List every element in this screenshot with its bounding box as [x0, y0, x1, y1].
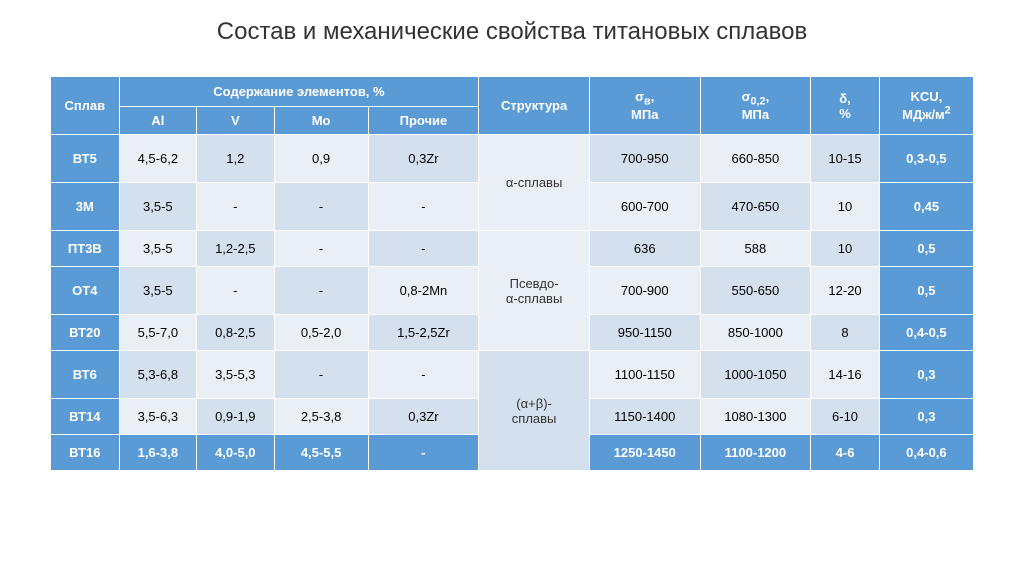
cell-v: - [197, 183, 274, 231]
cell-s02: 1080-1300 [700, 399, 811, 435]
cell-al: 5,3-6,8 [119, 351, 196, 399]
col-structure: Структура [479, 77, 590, 135]
cell-name: ВТ6 [51, 351, 120, 399]
cell-d: 10-15 [811, 135, 880, 183]
cell-v: 4,0-5,0 [197, 435, 274, 471]
cell-al: 3,5-5 [119, 231, 196, 267]
cell-kcu: 0,4-0,5 [879, 315, 973, 351]
cell-s02: 1000-1050 [700, 351, 811, 399]
cell-kcu: 0,5 [879, 267, 973, 315]
cell-v: - [197, 267, 274, 315]
col-alloy: Сплав [51, 77, 120, 135]
cell-name: ВТ5 [51, 135, 120, 183]
cell-al: 3,5-5 [119, 183, 196, 231]
cell-name: 3М [51, 183, 120, 231]
cell-d: 8 [811, 315, 880, 351]
table-row: ВТ6 5,3-6,8 3,5-5,3 - - (α+β)-сплавы 110… [51, 351, 974, 399]
cell-d: 6-10 [811, 399, 880, 435]
cell-sv: 700-900 [589, 267, 700, 315]
cell-other: - [368, 435, 479, 471]
table-body: ВТ5 4,5-6,2 1,2 0,9 0,3Zr α-сплавы 700-9… [51, 135, 974, 471]
cell-kcu: 0,5 [879, 231, 973, 267]
cell-kcu: 0,3 [879, 351, 973, 399]
cell-mo: 0,5-2,0 [274, 315, 368, 351]
cell-sv: 636 [589, 231, 700, 267]
cell-s02: 588 [700, 231, 811, 267]
cell-other: 0,3Zr [368, 135, 479, 183]
cell-al: 4,5-6,2 [119, 135, 196, 183]
cell-name: ВТ16 [51, 435, 120, 471]
cell-structure-pseudo: Псевдо-α-сплавы [479, 231, 590, 351]
cell-other: 0,3Zr [368, 399, 479, 435]
cell-other: - [368, 183, 479, 231]
cell-s02: 1100-1200 [700, 435, 811, 471]
col-mo: Mo [274, 107, 368, 135]
alloy-table: Сплав Содержание элементов, % Структура … [50, 76, 974, 471]
cell-sv: 1250-1450 [589, 435, 700, 471]
cell-d: 14-16 [811, 351, 880, 399]
cell-name: ВТ14 [51, 399, 120, 435]
col-composition: Содержание элементов, % [119, 77, 479, 107]
col-sigma-v: σв,МПа [589, 77, 700, 135]
cell-mo: - [274, 267, 368, 315]
cell-v: 0,9-1,9 [197, 399, 274, 435]
cell-s02: 470-650 [700, 183, 811, 231]
cell-name: ПТ3В [51, 231, 120, 267]
cell-sv: 950-1150 [589, 315, 700, 351]
cell-al: 1,6-3,8 [119, 435, 196, 471]
cell-mo: 4,5-5,5 [274, 435, 368, 471]
cell-sv: 700-950 [589, 135, 700, 183]
cell-v: 1,2 [197, 135, 274, 183]
cell-sv: 600-700 [589, 183, 700, 231]
cell-v: 0,8-2,5 [197, 315, 274, 351]
cell-al: 3,5-5 [119, 267, 196, 315]
cell-other: 0,8-2Mn [368, 267, 479, 315]
cell-other: 1,5-2,5Zr [368, 315, 479, 351]
cell-sv: 1150-1400 [589, 399, 700, 435]
table-row: ВТ5 4,5-6,2 1,2 0,9 0,3Zr α-сплавы 700-9… [51, 135, 974, 183]
cell-v: 1,2-2,5 [197, 231, 274, 267]
table-header: Сплав Содержание элементов, % Структура … [51, 77, 974, 135]
cell-other: - [368, 351, 479, 399]
cell-s02: 850-1000 [700, 315, 811, 351]
cell-mo: - [274, 231, 368, 267]
cell-kcu: 0,3-0,5 [879, 135, 973, 183]
cell-structure-alpha-beta: (α+β)-сплавы [479, 351, 590, 471]
table-container: Сплав Содержание элементов, % Структура … [0, 76, 1024, 471]
cell-name: ОТ4 [51, 267, 120, 315]
page-title: Состав и механические свойства титановых… [0, 0, 1024, 76]
col-other: Прочие [368, 107, 479, 135]
table-row: ПТ3В 3,5-5 1,2-2,5 - - Псевдо-α-сплавы 6… [51, 231, 974, 267]
cell-other: - [368, 231, 479, 267]
cell-structure-alpha: α-сплавы [479, 135, 590, 231]
cell-s02: 660-850 [700, 135, 811, 183]
col-kcu: KCU,МДж/м2 [879, 77, 973, 135]
cell-v: 3,5-5,3 [197, 351, 274, 399]
cell-kcu: 0,3 [879, 399, 973, 435]
col-sigma-02: σ0,2,МПа [700, 77, 811, 135]
cell-d: 10 [811, 231, 880, 267]
cell-mo: - [274, 183, 368, 231]
sigma-02-label: σ0,2,МПа [742, 89, 770, 123]
cell-d: 12-20 [811, 267, 880, 315]
cell-mo: 0,9 [274, 135, 368, 183]
cell-al: 3,5-6,3 [119, 399, 196, 435]
cell-d: 4-6 [811, 435, 880, 471]
cell-s02: 550-650 [700, 267, 811, 315]
cell-mo: 2,5-3,8 [274, 399, 368, 435]
cell-name: ВТ20 [51, 315, 120, 351]
cell-mo: - [274, 351, 368, 399]
cell-d: 10 [811, 183, 880, 231]
kcu-label: KCU,МДж/м2 [902, 89, 951, 121]
sigma-v-label: σв,МПа [631, 89, 658, 123]
col-delta: δ,% [811, 77, 880, 135]
cell-al: 5,5-7,0 [119, 315, 196, 351]
cell-sv: 1100-1150 [589, 351, 700, 399]
col-al: Al [119, 107, 196, 135]
delta-label: δ,% [839, 91, 851, 121]
cell-kcu: 0,4-0,6 [879, 435, 973, 471]
cell-kcu: 0,45 [879, 183, 973, 231]
col-v: V [197, 107, 274, 135]
